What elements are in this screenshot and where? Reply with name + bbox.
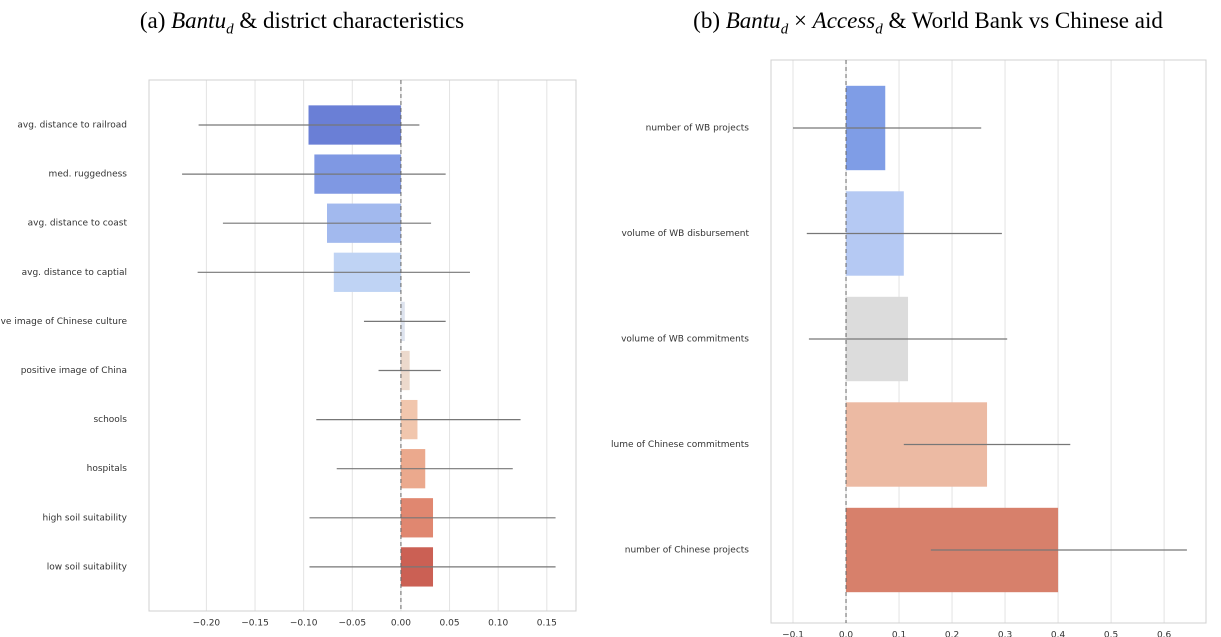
title-part: × xyxy=(788,8,813,33)
y-tick-label: number of WB projects xyxy=(646,124,750,134)
x-tick-label: −0.15 xyxy=(241,619,269,629)
x-tick-label: 0.3 xyxy=(998,631,1012,637)
x-tick-label: −0.10 xyxy=(290,619,318,629)
x-tick-label: 0.1 xyxy=(892,631,906,637)
plot-frame xyxy=(770,59,1207,624)
x-tick-label: 0.5 xyxy=(1104,631,1118,637)
x-tick-label: 0.00 xyxy=(391,619,411,629)
title-part: Bantu xyxy=(171,8,227,33)
x-tick-label: 0.10 xyxy=(488,619,508,629)
x-tick-label: 0.05 xyxy=(440,619,460,629)
y-tick-label: high soil suitability xyxy=(42,513,127,523)
y-tick-label: positive image of China xyxy=(21,366,127,376)
x-tick-label: −0.05 xyxy=(338,619,366,629)
y-tick-label: volume of WB commitments xyxy=(621,335,749,345)
title-part: (b) xyxy=(693,8,726,33)
y-tick-label: positive image of Chinese culture xyxy=(0,317,127,327)
title-part: d xyxy=(780,21,789,38)
y-tick-label: lume of Chinese commitments xyxy=(611,440,749,450)
x-tick-label: 0.2 xyxy=(945,631,959,637)
x-tick-label: −0.20 xyxy=(193,619,221,629)
title-part: Bantu xyxy=(725,8,781,33)
chart-title: (a) Bantud & district characteristics xyxy=(140,8,464,39)
y-tick-label: volume of WB disbursement xyxy=(622,229,750,239)
chart-title: (b) Bantud × Accessd & World Bank vs Chi… xyxy=(693,8,1163,39)
x-tick-label: 0.15 xyxy=(537,619,557,629)
title-part: Access xyxy=(812,8,876,33)
y-tick-label: med. ruggedness xyxy=(49,170,128,180)
x-tick-label: 0.0 xyxy=(839,631,854,637)
y-tick-label: avg. distance to coast xyxy=(28,219,128,229)
title-part: & World Bank vs Chinese aid xyxy=(882,8,1163,33)
plot-frame xyxy=(148,79,577,612)
title-part: & district characteristics xyxy=(233,8,465,33)
y-tick-label: number of Chinese projects xyxy=(625,546,750,556)
y-tick-label: avg. distance to railroad xyxy=(17,121,127,131)
x-tick-label: 0.4 xyxy=(1051,631,1066,637)
title-part: d xyxy=(875,21,883,38)
y-tick-label: avg. distance to captial xyxy=(22,268,127,278)
y-tick-label: low soil suitability xyxy=(47,562,128,572)
title-part: d xyxy=(226,21,234,38)
y-tick-label: schools xyxy=(93,415,127,425)
x-tick-label: 0.6 xyxy=(1157,631,1172,637)
y-tick-label: hospitals xyxy=(87,464,128,474)
x-tick-label: −0.1 xyxy=(782,631,804,637)
title-part: (a) xyxy=(139,8,172,33)
